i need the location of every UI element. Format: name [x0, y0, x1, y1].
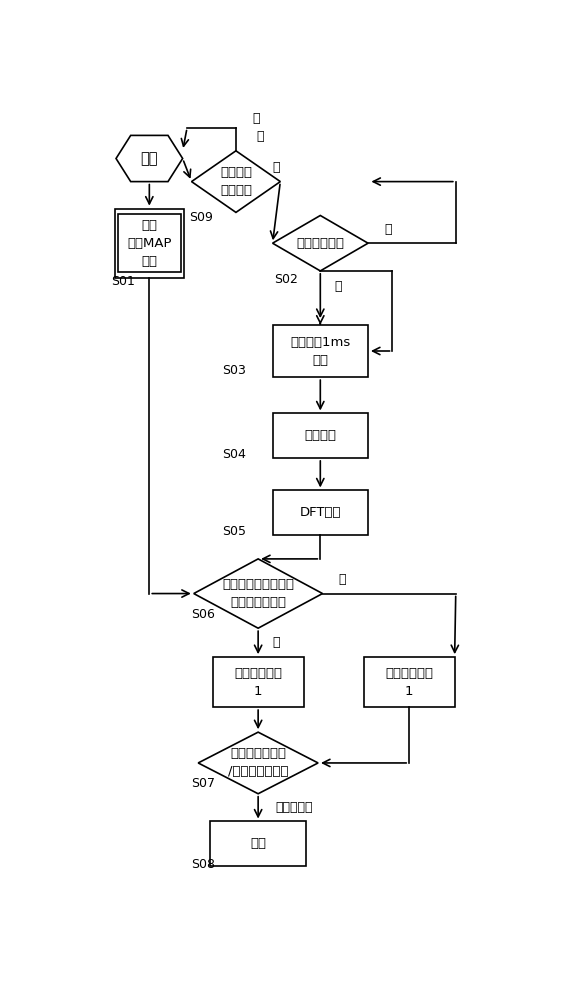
Text: 获得
基础MAP
图组: 获得 基础MAP 图组 [127, 219, 171, 268]
Text: 瞬态轨压1ms
采样: 瞬态轨压1ms 采样 [290, 336, 351, 366]
Polygon shape [116, 135, 183, 182]
Text: 是: 是 [334, 280, 342, 293]
Text: DFT处理: DFT处理 [300, 506, 341, 519]
Text: S05: S05 [223, 525, 246, 538]
Bar [115, 209, 184, 278]
Bar [273, 325, 368, 377]
Text: 判断当前
工作状态: 判断当前 工作状态 [220, 166, 252, 197]
Bar [364, 657, 454, 707]
Text: 否: 否 [339, 573, 346, 586]
Polygon shape [198, 732, 318, 794]
Bar [273, 490, 368, 535]
Text: 否: 否 [384, 223, 392, 236]
Text: 是: 是 [272, 636, 280, 649]
Text: S04: S04 [223, 448, 246, 461]
Bar [118, 214, 180, 272]
Text: S01: S01 [112, 275, 135, 288]
Text: 报警: 报警 [250, 837, 266, 850]
Text: 满足诊断条件: 满足诊断条件 [296, 237, 344, 250]
Text: 商大于阈値: 商大于阈値 [275, 801, 312, 814]
Text: S03: S03 [223, 364, 246, 377]
Text: 判: 判 [252, 112, 260, 125]
Polygon shape [273, 215, 368, 271]
Polygon shape [191, 151, 280, 212]
Text: 开始: 开始 [140, 151, 158, 166]
Text: S07: S07 [191, 777, 215, 790]
Text: 第一计数器加
1: 第一计数器加 1 [385, 667, 433, 698]
Text: 滤波提纯: 滤波提纯 [304, 429, 336, 442]
Text: 第二计数器加
1: 第二计数器加 1 [234, 667, 282, 698]
Text: 是: 是 [273, 161, 280, 174]
Polygon shape [194, 559, 323, 628]
Text: 比较轨压频域幅值差
与轨压幅值裕度: 比较轨压频域幅值差 与轨压幅值裕度 [222, 578, 294, 609]
Bar [273, 413, 368, 458]
Text: S06: S06 [191, 608, 214, 621]
Text: S09: S09 [189, 211, 213, 224]
Bar [213, 657, 304, 707]
Text: S02: S02 [274, 273, 297, 286]
Text: S08: S08 [191, 858, 215, 871]
Text: 否: 否 [257, 130, 264, 143]
Bar [210, 821, 306, 866]
Text: 第二计数器的值
/第一计数器的值: 第二计数器的值 /第一计数器的值 [228, 747, 288, 778]
